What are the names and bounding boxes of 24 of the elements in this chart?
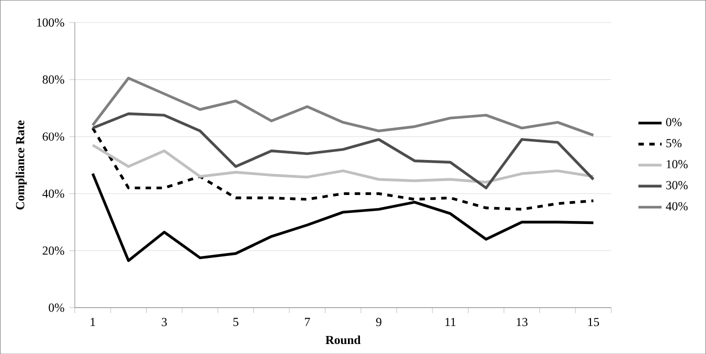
x-tick-label: 5 (233, 318, 238, 326)
y-tick-label: 40% (42, 189, 64, 198)
legend-label: 0% (666, 118, 682, 126)
y-tick-label: 60% (42, 132, 64, 141)
x-tick-label: 15 (588, 318, 600, 326)
y-axis-title: Compliance Rate (16, 120, 27, 210)
y-tick-label: 100% (37, 18, 64, 27)
y-tick-label: 80% (42, 75, 64, 84)
line-series (91, 112, 595, 190)
x-tick-label: 13 (516, 318, 528, 326)
x-axis-title: Round (326, 335, 361, 344)
line-series (91, 144, 595, 184)
legend-label: 30% (666, 180, 688, 190)
x-tick-label: 3 (162, 318, 167, 326)
x-tick-label: 1 (90, 318, 96, 326)
line-series (91, 76, 595, 136)
legend-label: 40% (666, 202, 688, 210)
x-tick-label: 11 (446, 318, 456, 326)
legend-label: 5% (666, 138, 682, 148)
x-tick-label: 9 (376, 318, 382, 326)
x-tick-label: 7 (305, 318, 310, 326)
legend-label: 10% (666, 160, 688, 168)
y-tick-label: 0% (48, 303, 64, 312)
y-tick-label: 20% (42, 246, 64, 255)
